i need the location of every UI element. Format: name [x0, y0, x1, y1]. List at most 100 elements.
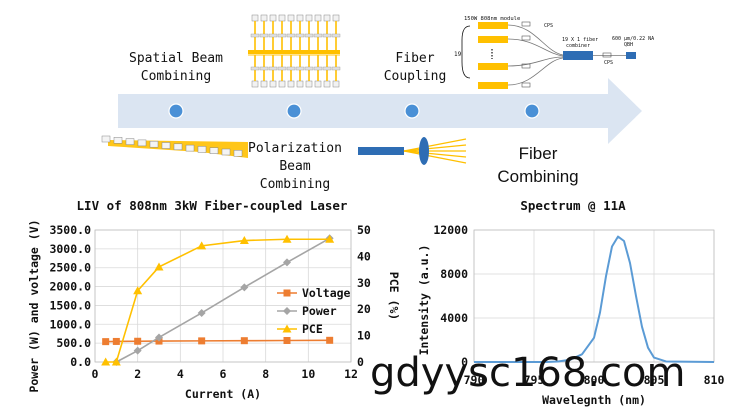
liv-pce-point [111, 357, 121, 366]
step-label-polarization-line-3: Combining [259, 177, 331, 192]
chip-icon [332, 80, 340, 88]
liv-xtick-label: 12 [344, 367, 358, 381]
liv-legend-label: Voltage [302, 286, 351, 300]
liv-xtick-label: 8 [262, 367, 269, 381]
liv-pce-point [133, 286, 143, 295]
chip-icon [221, 148, 231, 156]
chip-icon [323, 80, 331, 88]
liv-series-pce-line [105, 238, 330, 363]
spectrum-xtick-label: 810 [704, 373, 725, 387]
mirror-icon [331, 66, 341, 71]
chip-icon [161, 142, 171, 149]
chip-icon [287, 80, 295, 88]
liv-ytick-label: 1000.0 [49, 317, 91, 331]
liv-ytick-label: 3500.0 [49, 223, 91, 237]
liv-voltage-point [240, 337, 248, 345]
liv-y2tick-label: 50 [357, 223, 371, 237]
module-label: 150W 808nm module [464, 16, 520, 22]
step-label-fiber-combining-line-1: Fiber [518, 144, 558, 163]
spectrum-ytick-label: 12000 [433, 223, 468, 237]
liv-y2label: PCE (%) [387, 272, 400, 320]
chip-icon [287, 14, 295, 22]
chip-icon [305, 80, 313, 88]
mirror-icon [250, 66, 260, 71]
liv-pce-point [154, 262, 164, 271]
liv-y2tick-label: 20 [357, 302, 371, 316]
chip-icon [314, 80, 322, 88]
mirror-icon [313, 66, 323, 71]
spectrum-ytick-label: 4000 [440, 311, 468, 325]
liv-ytick-label: 0.0 [70, 355, 91, 369]
chip-icon [296, 80, 304, 88]
spectrum-xlabel: Wavelegnth (nm) [542, 393, 646, 407]
chip-icon [314, 14, 322, 22]
chip-icon [260, 14, 268, 22]
output-label-1: 600 μm/0.22 NA [612, 36, 654, 42]
liv-voltage-point [134, 337, 142, 345]
liv-xtick-label: 2 [134, 367, 141, 381]
mirror-icon [286, 66, 296, 71]
liv-ytick-label: 500.0 [56, 336, 91, 350]
liv-pce-point [239, 236, 249, 245]
process-node-2 [286, 103, 302, 119]
spatial-combiner-icon [248, 14, 341, 88]
liv-xtick-label: 10 [301, 367, 315, 381]
chip-icon [113, 137, 123, 144]
step-label-spatial-line-2: Combining [140, 69, 212, 84]
step-label-fiber-coupling: Fiber Coupling [370, 50, 460, 86]
liv-ytick-label: 2500.0 [49, 261, 91, 275]
chip-icon [278, 80, 286, 88]
spectrum-ytick-label: 0 [461, 355, 468, 369]
liv-legend-label: Power [302, 304, 337, 318]
chip-icon [233, 150, 243, 157]
step-label-spatial: Spatial Beam Combining [116, 50, 236, 86]
liv-y2tick-label: 10 [357, 329, 371, 343]
liv-chart: LIV of 808nm 3kW Fiber-coupled Laser 0.0 5… [27, 198, 400, 401]
process-diagram: 150W 808nm module 19 CPS 19 X 1 fiber co… [101, 14, 654, 165]
liv-power-point [197, 308, 206, 317]
liv-voltage-point [283, 337, 291, 345]
chip-icon [101, 135, 111, 143]
spectrum-xtick-label: 795 [524, 373, 545, 387]
liv-voltage-point [112, 337, 120, 345]
mirror-icon [313, 33, 323, 38]
step-label-spatial-line-1: Spatial Beam [129, 51, 223, 66]
mirror-icon [277, 33, 287, 38]
spectrum-xtick-label: 790 [464, 373, 485, 387]
spectrum-chart: Spectrum @ 11A 0 4000 8000 12000 790 795 800 805… [417, 198, 725, 407]
step-label-polarization-line-2: Beam [279, 159, 311, 174]
process-node-3 [404, 103, 420, 119]
spectrum-xtick-label: 805 [644, 373, 665, 387]
chip-icon [185, 144, 195, 152]
chip-icon [296, 14, 304, 22]
chip-icon [173, 143, 183, 151]
combiner-label-2: combiner [566, 43, 590, 49]
liv-y2tick-label: 30 [357, 276, 371, 290]
liv-pce-point [197, 241, 207, 250]
mirror-icon [322, 66, 332, 71]
mirror-icon [304, 33, 314, 38]
cps-label-2: CPS [604, 60, 613, 66]
step-label-polarization: Polarization Beam Combining [238, 140, 352, 194]
liv-power-point [240, 283, 249, 292]
mirror-icon [268, 33, 278, 38]
mirror-icon [277, 66, 287, 71]
chip-icon [305, 14, 313, 22]
chip-icon [269, 14, 277, 22]
step-label-fiber-combining: Fiber Combining [478, 142, 598, 188]
mirror-icon [322, 33, 332, 38]
liv-voltage-point [326, 336, 334, 344]
step-label-fiber-coupling-line-1: Fiber [395, 51, 435, 66]
liv-voltage-point [102, 338, 110, 346]
liv-pce-point [325, 234, 335, 243]
spectrum-xtick-label: 800 [584, 373, 605, 387]
process-arrow [118, 78, 642, 144]
polarization-combiner-icon [101, 135, 248, 158]
liv-power-point [283, 258, 291, 267]
liv-ytick-label: 3000.0 [49, 242, 91, 256]
process-node-4 [524, 103, 540, 119]
liv-power-point [155, 333, 163, 342]
liv-pce-point [282, 234, 292, 243]
liv-pce-point [101, 357, 111, 366]
combiner-label-1: 19 X 1 fiber [562, 37, 598, 43]
